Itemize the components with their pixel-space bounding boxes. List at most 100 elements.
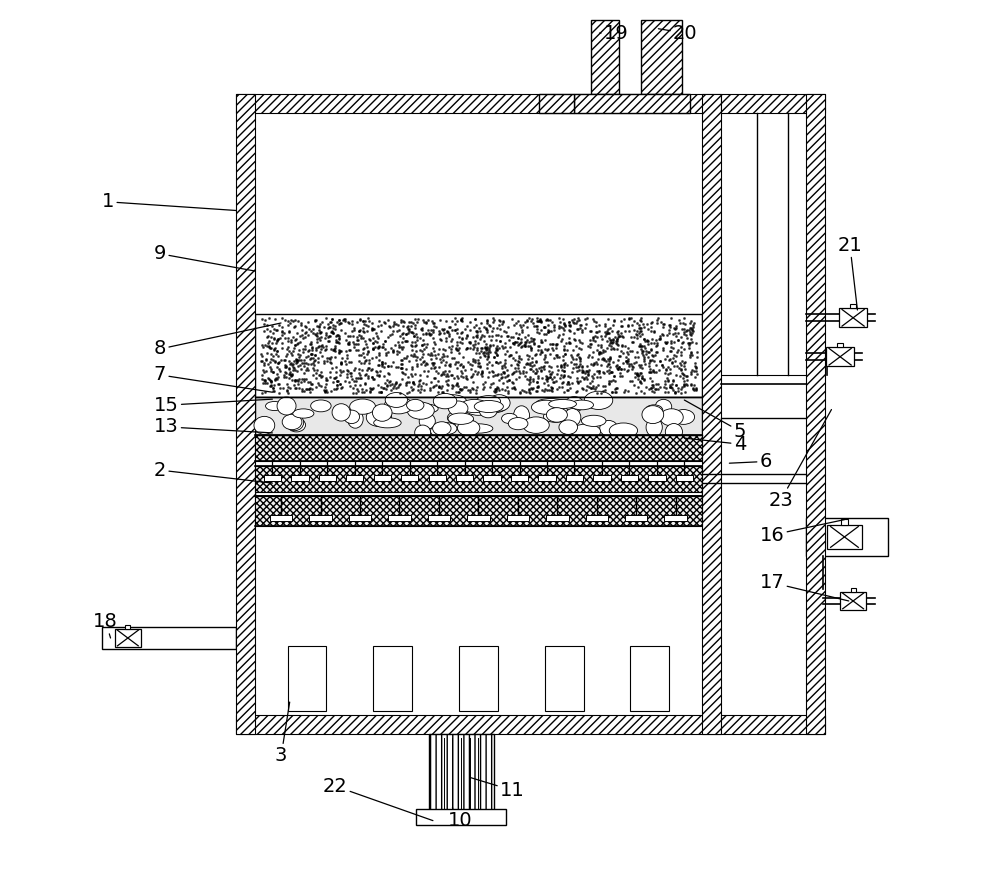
Point xyxy=(599,341,615,354)
Bar xyxy=(840,592,866,610)
Point xyxy=(624,318,640,332)
Point xyxy=(360,345,376,359)
Point xyxy=(283,356,299,370)
Point xyxy=(583,324,599,338)
Point xyxy=(286,341,302,354)
Point xyxy=(266,384,282,398)
Text: 10: 10 xyxy=(448,807,473,830)
Point xyxy=(426,344,442,358)
Point xyxy=(551,319,567,333)
Point xyxy=(519,356,535,370)
Point xyxy=(289,354,305,368)
Point xyxy=(472,333,488,347)
Point xyxy=(501,349,517,363)
Point xyxy=(536,360,552,374)
Point xyxy=(364,323,380,337)
Point xyxy=(465,342,481,356)
Point xyxy=(449,376,465,390)
Point xyxy=(480,349,496,363)
Point xyxy=(280,340,296,354)
Point xyxy=(536,361,552,375)
Point xyxy=(394,361,410,375)
Ellipse shape xyxy=(514,406,529,425)
Point xyxy=(648,382,664,396)
Point xyxy=(364,321,380,335)
Point xyxy=(582,337,598,351)
Point xyxy=(683,314,699,328)
Point xyxy=(636,373,652,387)
Point xyxy=(593,346,609,360)
Point xyxy=(339,351,355,365)
Point xyxy=(474,364,490,378)
Point xyxy=(568,316,584,330)
Point xyxy=(477,341,493,355)
Point xyxy=(662,320,678,334)
Point xyxy=(563,355,579,369)
Point xyxy=(572,351,588,365)
Point xyxy=(280,334,296,348)
Point xyxy=(524,352,540,366)
Point xyxy=(463,362,479,376)
Point xyxy=(652,354,668,368)
Point xyxy=(536,376,552,390)
Point xyxy=(543,324,559,338)
Point xyxy=(643,321,659,334)
Point xyxy=(298,372,314,386)
Point xyxy=(367,334,383,348)
Point xyxy=(299,382,315,396)
Point xyxy=(396,350,412,364)
Point xyxy=(548,341,564,355)
Point xyxy=(293,318,309,332)
Point xyxy=(358,367,374,381)
Point xyxy=(627,350,643,364)
Point xyxy=(645,364,661,378)
Point xyxy=(485,338,501,352)
Point xyxy=(546,322,562,336)
Point xyxy=(502,348,518,361)
Point xyxy=(517,337,533,351)
Point xyxy=(333,344,349,358)
Point xyxy=(462,323,478,337)
Point xyxy=(289,326,305,340)
Point xyxy=(351,361,367,375)
Point xyxy=(438,314,454,328)
Point xyxy=(646,354,662,368)
Point xyxy=(478,346,494,360)
Point xyxy=(474,328,490,342)
Point xyxy=(663,311,679,325)
Point xyxy=(317,384,333,398)
Point xyxy=(323,326,339,340)
Point xyxy=(603,366,619,380)
Point xyxy=(433,354,449,368)
Ellipse shape xyxy=(645,405,663,415)
Point xyxy=(636,350,652,364)
Point xyxy=(581,362,597,376)
Point xyxy=(468,346,484,360)
Point xyxy=(409,330,425,344)
Point xyxy=(415,313,431,327)
Point xyxy=(327,319,343,333)
Point xyxy=(527,348,543,362)
Point xyxy=(412,374,428,388)
Point xyxy=(496,324,512,338)
Point xyxy=(253,354,269,368)
Point xyxy=(455,359,471,373)
Point xyxy=(466,341,482,354)
Point xyxy=(452,358,468,372)
Point xyxy=(489,343,505,357)
Point xyxy=(679,323,695,337)
Point xyxy=(303,336,319,350)
Point xyxy=(317,331,333,345)
Point xyxy=(493,367,509,381)
Point xyxy=(548,339,564,353)
Point xyxy=(639,334,655,348)
Point xyxy=(684,322,700,336)
Point xyxy=(491,374,507,388)
Text: 20: 20 xyxy=(658,24,698,43)
Point xyxy=(521,335,537,349)
Point xyxy=(395,319,411,333)
Point xyxy=(424,356,440,370)
Point xyxy=(663,335,679,349)
Point xyxy=(385,319,401,333)
Point xyxy=(536,352,552,366)
